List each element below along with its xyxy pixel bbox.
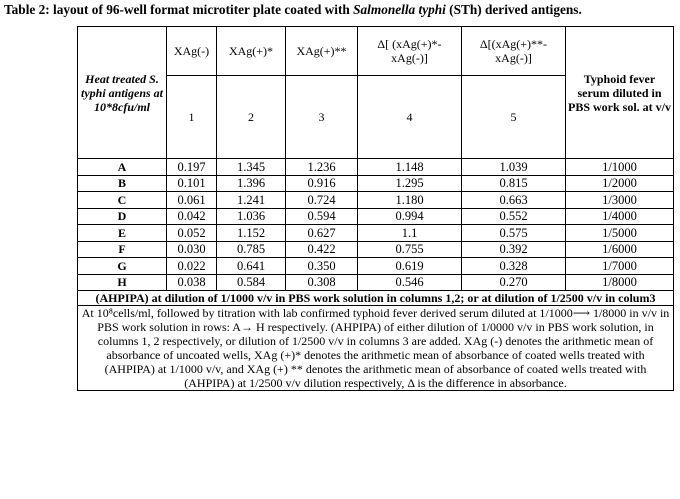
table-cell: 0.546 — [357, 273, 462, 291]
footnote: At 10⁸cells/ml, followed by titration wi… — [77, 305, 674, 391]
column-header: XAg(-) — [166, 26, 217, 76]
table-cell: 0.101 — [166, 174, 217, 192]
table-cell: 0.030 — [166, 240, 217, 258]
table-cell: 0.042 — [166, 207, 217, 225]
row-label: E — [77, 224, 167, 242]
caption-suffix: (STh) derived antigens. — [445, 2, 582, 17]
table-cell: 0.038 — [166, 273, 217, 291]
table-row: A 0.197 1.345 1.236 1.148 1.039 1/1000 — [77, 158, 674, 176]
header-row: Heat treated S. typhi antigens at 10*8cf… — [77, 26, 674, 159]
column-number: 4 — [357, 75, 462, 159]
caption-organism: Salmonella typhi — [353, 2, 446, 17]
table-cell: 0.916 — [285, 174, 358, 192]
table-cell: 0.350 — [285, 257, 358, 275]
table-cell: 0.022 — [166, 257, 217, 275]
dilution-cell: 1/4000 — [565, 207, 674, 225]
row-label: G — [77, 257, 167, 275]
table-cell: 0.552 — [461, 207, 566, 225]
table-cell: 1.148 — [357, 158, 462, 176]
table-cell: 0.197 — [166, 158, 217, 176]
dilution-cell: 1/6000 — [565, 240, 674, 258]
table-cell: 0.641 — [216, 257, 286, 275]
dilution-cell: 1/5000 — [565, 224, 674, 242]
row-label: A — [77, 158, 167, 176]
column-number-row: 1 2 3 4 5 — [78, 75, 674, 159]
table-row: G 0.022 0.641 0.350 0.619 0.328 1/7000 — [77, 257, 674, 275]
table-cell: 1.295 — [357, 174, 462, 192]
table-cell: 1.1 — [357, 224, 462, 242]
column-number: 2 — [216, 75, 286, 159]
row-header-cell: Heat treated S. typhi antigens at 10*8cf… — [77, 26, 167, 159]
dilution-cell: 1/8000 — [565, 273, 674, 291]
table-cell: 0.270 — [461, 273, 566, 291]
table-cell: 0.724 — [285, 191, 358, 209]
row-label: D — [77, 207, 167, 225]
table-row: F 0.030 0.785 0.422 0.755 0.392 1/6000 — [77, 240, 674, 258]
column-number: 5 — [461, 75, 566, 159]
table-cell: 0.584 — [216, 273, 286, 291]
note-row: At 10⁸cells/ml, followed by titration wi… — [77, 305, 674, 391]
table-row: E 0.052 1.152 0.627 1.1 0.575 1/5000 — [77, 224, 674, 242]
caption-prefix: Table 2: layout of 96-well format microt… — [4, 2, 354, 17]
table-row: H 0.038 0.584 0.308 0.546 0.270 1/8000 — [77, 273, 674, 291]
column-header: XAg(+)** — [285, 26, 358, 76]
table-cell: 0.594 — [285, 207, 358, 225]
table-cell: 0.308 — [285, 273, 358, 291]
dilution-cell: 1/2000 — [565, 174, 674, 192]
table-cell: 0.994 — [357, 207, 462, 225]
table-cell: 0.663 — [461, 191, 566, 209]
column-number: 1 — [166, 75, 217, 159]
column-number: 3 — [285, 75, 358, 159]
table-cell: 1.236 — [285, 158, 358, 176]
table-cell: 1.152 — [216, 224, 286, 242]
note-bold-row: (AHPIPA) at dilution of 1/1000 v/v in PB… — [77, 290, 674, 306]
row-label: C — [77, 191, 167, 209]
table-cell: 0.061 — [166, 191, 217, 209]
table-caption: Table 2: layout of 96-well format microt… — [4, 2, 680, 18]
row-label: F — [77, 240, 167, 258]
table-cell: 0.627 — [285, 224, 358, 242]
table-cell: 0.328 — [461, 257, 566, 275]
table-cell: 1.036 — [216, 207, 286, 225]
table-cell: 0.755 — [357, 240, 462, 258]
dilution-cell: 1/3000 — [565, 191, 674, 209]
table-cell: 0.052 — [166, 224, 217, 242]
table-cell: 0.422 — [285, 240, 358, 258]
table-cell: 1.345 — [216, 158, 286, 176]
table-row: B 0.101 1.396 0.916 1.295 0.815 1/2000 — [77, 174, 674, 192]
table-cell: 1.396 — [216, 174, 286, 192]
column-header: XAg(+)* — [216, 26, 286, 76]
table-cell: 0.575 — [461, 224, 566, 242]
table-cell: 1.241 — [216, 191, 286, 209]
dilution-note: (AHPIPA) at dilution of 1/1000 v/v in PB… — [77, 290, 674, 306]
table-cell: 0.392 — [461, 240, 566, 258]
dilution-cell: 1/7000 — [565, 257, 674, 275]
row-label: H — [77, 273, 167, 291]
table-row: C 0.061 1.241 0.724 1.180 0.663 1/3000 — [77, 191, 674, 209]
table-cell: 1.180 — [357, 191, 462, 209]
serum-header: Typhoid fever serum diluted in PBS work … — [565, 26, 674, 159]
column-header: Δ[ (xAg(+)*-xAg(-)] — [357, 26, 462, 76]
table-cell: 1.039 — [461, 158, 566, 176]
dilution-cell: 1/1000 — [565, 158, 674, 176]
table-cell: 0.619 — [357, 257, 462, 275]
plate-layout-table: Heat treated S. typhi antigens at 10*8cf… — [77, 26, 674, 391]
table-cell: 0.815 — [461, 174, 566, 192]
table-row: D 0.042 1.036 0.594 0.994 0.552 1/4000 — [77, 207, 674, 225]
column-header: Δ[(xAg(+)**-xAg(-)] — [461, 26, 566, 76]
table-cell: 0.785 — [216, 240, 286, 258]
row-label: B — [77, 174, 167, 192]
